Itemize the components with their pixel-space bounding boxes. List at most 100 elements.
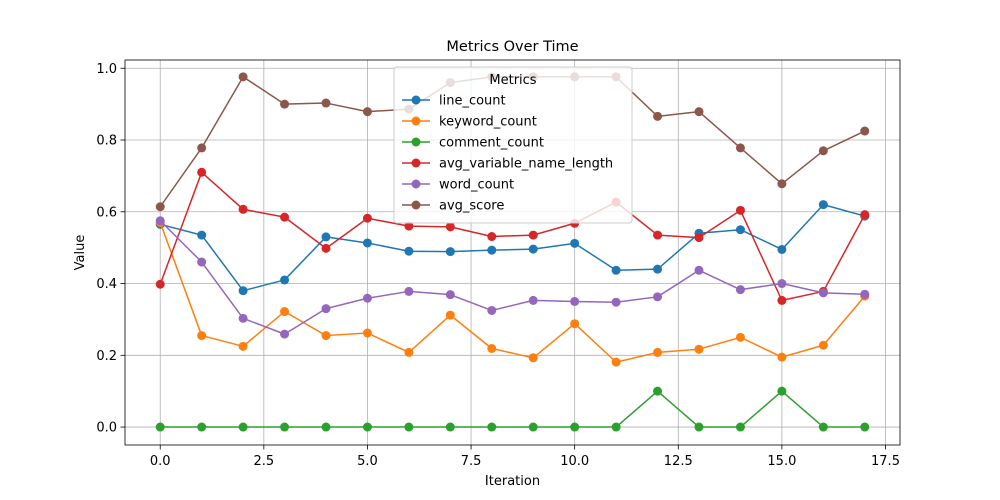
series-line-avg-variable-name-length [159,171,866,302]
data-point-avg-variable-name-length [238,204,248,214]
data-point-keyword-count [777,352,787,362]
data-point-avg-score [155,202,165,212]
y-axis-title: Value [73,235,88,271]
data-point-word-count [653,292,663,302]
data-point-avg-score [197,143,207,153]
data-point-word-count [528,295,538,305]
series-line-keyword-count [159,222,866,363]
legend: Metrics line_count keyword_count comment_c… [393,66,633,224]
legend-box [393,66,633,224]
data-point-comment-count [321,422,331,432]
data-point-avg-score [818,146,828,156]
data-point-word-count [155,216,165,226]
data-point-line-count [653,264,663,274]
data-point-line-count [280,275,290,285]
data-point-keyword-count [570,319,580,329]
data-point-word-count [362,293,372,303]
data-point-avg-score [653,111,663,121]
legend-label: line_count [439,94,506,109]
data-point-keyword-count [611,357,621,367]
data-point-comment-count [445,422,455,432]
legend-entry-avg-variable-name-length: avg_variable_name_length [402,157,613,172]
data-point-word-count [694,265,704,275]
series-layer [155,72,870,432]
x-tick-label: 17.5 [871,454,900,469]
data-point-line-count [611,265,621,275]
data-point-line-count [238,286,248,296]
series-line-line-count [160,203,865,292]
legend-entry-word-count: word_count [402,178,514,193]
data-point-word-count [818,288,828,298]
data-point-avg-score [694,107,704,117]
data-point-avg-score [238,72,248,82]
legend-title: Metrics [489,73,536,88]
legend-entry-comment-count: comment_count [402,136,544,151]
data-point-comment-count [653,386,663,396]
data-point-comment-count [611,422,621,432]
y-tick-label: 0.6 [96,205,117,220]
plot-area-frame [124,59,901,446]
x-tick-label: 10.0 [560,454,589,469]
data-point-word-count [777,279,787,289]
data-point-comment-count [155,422,165,432]
data-point-line-count [735,225,745,235]
data-point-avg-score [735,143,745,153]
data-point-keyword-count [818,340,828,350]
data-point-comment-count [818,422,828,432]
data-point-avg-variable-name-length [362,213,372,223]
data-point-word-count [404,286,414,296]
data-point-avg-score [321,98,331,108]
data-point-comment-count [528,422,538,432]
series-line-word-count [159,220,865,335]
data-point-keyword-count [197,331,207,341]
data-point-avg-variable-name-length [445,222,455,232]
data-point-avg-variable-name-length [735,205,745,215]
data-point-comment-count [280,422,290,432]
data-point-avg-variable-name-length [528,230,538,240]
data-point-keyword-count [321,331,331,341]
data-point-keyword-count [735,332,745,342]
x-axis-title: Iteration [485,474,540,489]
legend-label: avg_variable_name_length [439,157,613,172]
data-point-word-count [280,329,290,339]
data-point-avg-score [362,107,372,117]
x-tick-label: 2.5 [253,454,274,469]
axis-ticks: 0.0 2.5 5.0 7.5 10.0 12.5 15.0 17.5 0.0 0.2 0.4 0.6… [96,62,900,469]
data-point-word-count [321,304,331,314]
data-point-line-count [570,238,580,248]
series-word-count [155,216,870,339]
data-point-comment-count [487,422,497,432]
data-point-word-count [570,296,580,306]
legend-entry-line-count: line_count [402,94,506,109]
data-point-line-count [777,244,787,254]
data-point-line-count [197,230,207,240]
y-tick-label: 0.2 [96,349,117,364]
x-tick-label: 0.0 [150,454,171,469]
data-point-keyword-count [653,347,663,357]
y-tick-label: 0.4 [96,277,117,292]
data-point-comment-count [694,422,704,432]
data-point-keyword-count [694,344,704,354]
data-point-line-count [528,244,538,254]
data-point-avg-variable-name-length [404,221,414,231]
legend-marker-swatch [411,137,421,147]
data-point-line-count [321,232,331,242]
x-tick-label: 5.0 [357,454,378,469]
data-point-comment-count [197,422,207,432]
data-point-word-count [860,289,870,299]
legend-entry-avg-score: avg_score [402,199,504,214]
data-point-keyword-count [528,353,538,363]
data-point-word-count [735,285,745,295]
x-tick-label: 12.5 [664,454,693,469]
data-point-avg-variable-name-length [487,232,497,242]
data-point-word-count [487,305,497,315]
data-point-line-count [404,246,414,256]
legend-label: comment_count [439,136,544,151]
data-point-word-count [445,290,455,300]
data-point-comment-count [777,386,787,396]
data-point-word-count [197,257,207,267]
data-point-word-count [238,313,248,323]
series-comment-count [155,386,870,432]
data-point-keyword-count [362,328,372,338]
data-point-line-count [362,238,372,248]
